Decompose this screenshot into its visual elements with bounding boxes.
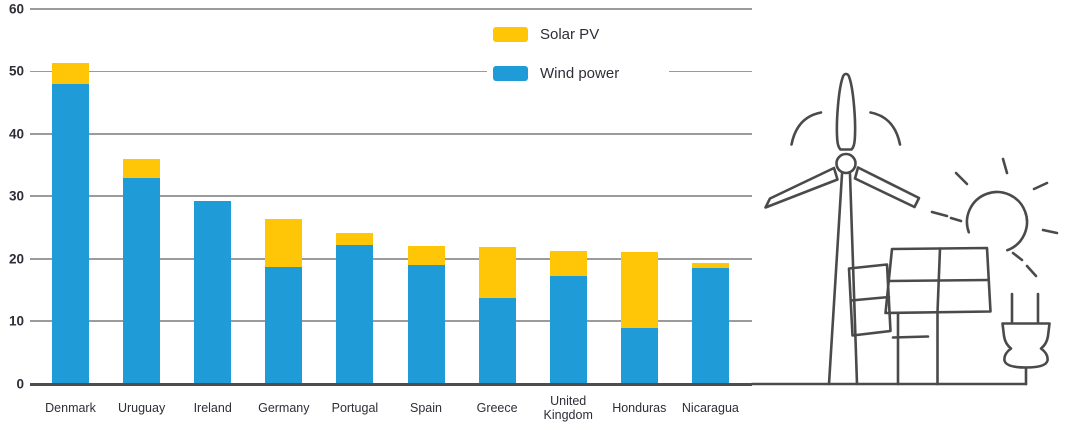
bar-segment-wind-power: [52, 83, 89, 384]
x-tick-label: Uruguay: [117, 400, 166, 415]
bar-segment-wind-power: [123, 177, 161, 384]
x-tick-label: Spain: [410, 400, 442, 415]
bar-segment-wind-power: [407, 264, 445, 384]
y-tick-label: 0: [16, 376, 24, 391]
y-tick-label: 20: [8, 251, 24, 267]
bar-segment-solar-pv: [620, 251, 658, 328]
bar-column: [123, 159, 161, 384]
bar-column: [194, 200, 232, 384]
y-tick-label: 30: [8, 188, 24, 204]
sun-icon: [930, 157, 1059, 278]
bar-segment-wind-power: [691, 268, 729, 384]
solar-pv-swatch-icon: [493, 27, 528, 42]
bar-column: [407, 246, 445, 384]
x-tick-label: Nicaragua: [681, 400, 739, 415]
x-tick-label: Germany: [258, 400, 310, 415]
x-tick-label: Honduras: [612, 400, 667, 415]
bar-column: [478, 246, 516, 384]
gridline: [30, 132, 752, 135]
bar-segment-solar-pv: [265, 219, 303, 267]
gridline: [30, 8, 752, 10]
bar-column: [620, 251, 658, 384]
solar-panel-icon: [847, 246, 992, 386]
y-tick-label: 40: [8, 126, 24, 142]
y-tick-label: 10: [8, 313, 24, 329]
gridline: [30, 320, 752, 322]
bar-segment-solar-pv: [123, 159, 161, 178]
bar-segment-solar-pv: [336, 233, 374, 245]
bar-segment-solar-pv: [691, 263, 729, 269]
legend-label-wind: Wind power: [540, 65, 620, 82]
bar-segment-wind-power: [478, 297, 516, 384]
power-plug-icon: [1001, 292, 1051, 386]
legend: Solar PV Wind power: [487, 25, 669, 83]
bar-segment-wind-power: [265, 266, 303, 384]
bar-segment-solar-pv: [478, 246, 516, 298]
legend-item-solar: Solar PV: [493, 26, 663, 43]
bar-segment-solar-pv: [52, 63, 89, 84]
legend-label-solar: Solar PV: [540, 26, 600, 43]
y-tick-label: 60: [8, 1, 24, 17]
bar-segment-solar-pv: [407, 246, 445, 265]
bar-segment-wind-power: [336, 244, 374, 384]
bar-segment-wind-power: [549, 276, 587, 384]
bar-segment-solar-pv: [549, 251, 587, 277]
x-tick-label: Ireland: [193, 400, 232, 415]
x-axis-line: [30, 382, 752, 386]
bar-segment-wind-power: [620, 327, 658, 384]
wind-turbine-icon: [764, 72, 921, 386]
bar-column: [549, 251, 587, 384]
bar-column: [265, 219, 303, 384]
y-tick-label: 50: [8, 63, 24, 79]
gridline: [30, 257, 752, 260]
x-tick-label: Greece: [476, 400, 518, 415]
bar-column: [336, 233, 374, 384]
bar-column: [691, 263, 729, 384]
x-tick-label: Portugal: [331, 400, 379, 415]
gridline: [30, 195, 752, 198]
gridline: [30, 70, 752, 73]
bar-column: [52, 63, 89, 384]
bar-segment-wind-power: [194, 200, 232, 384]
legend-item-wind: Wind power: [493, 65, 663, 82]
x-tick-label: United Kingdom: [543, 393, 593, 423]
wind-power-swatch-icon: [493, 66, 528, 81]
x-tick-label: Denmark: [45, 400, 96, 415]
